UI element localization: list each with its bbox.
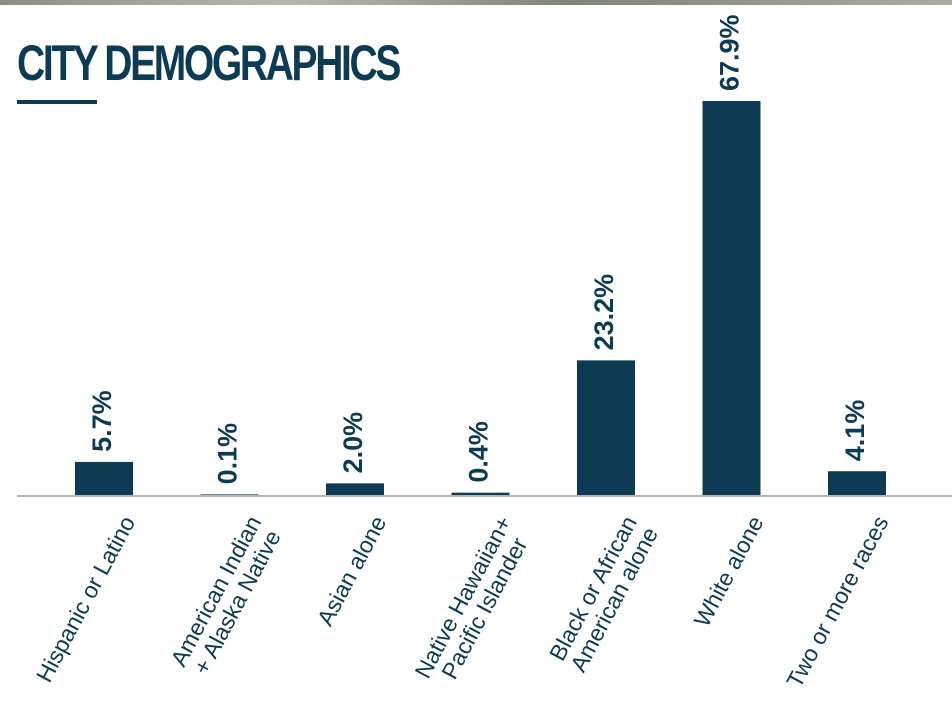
header-photo [0,0,952,5]
bar [200,494,259,495]
value-label: 23.2% [589,274,619,351]
bar [75,461,133,495]
value-label: 0.1% [213,423,243,485]
bar [702,101,761,495]
bar [326,483,384,495]
value-label: 5.7% [87,390,117,452]
chart-title: CITY DEMOGRAPHICS [17,35,401,91]
bar [577,360,635,495]
value-label: 4.1% [840,400,870,462]
value-label: 67.9% [715,14,745,91]
title-underline [17,100,97,104]
value-label: 2.0% [338,412,368,474]
value-label: 0.4% [464,421,494,483]
bar [828,471,886,495]
bar [451,492,510,495]
